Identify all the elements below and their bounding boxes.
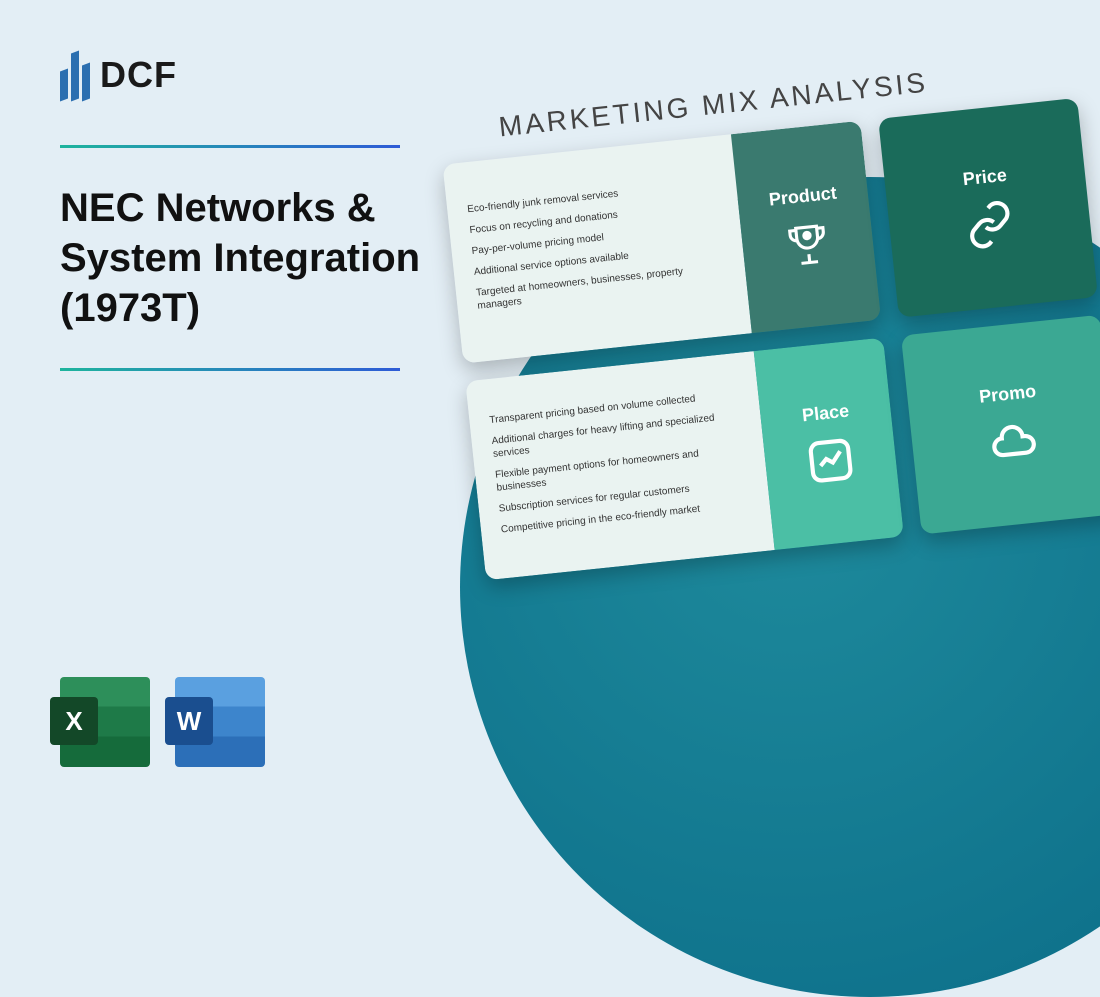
- cloud-icon: [985, 414, 1040, 469]
- left-panel: DCF NEC Networks & System Integration (1…: [60, 50, 460, 406]
- card-promotion: Promo: [901, 315, 1100, 535]
- card-product: Eco-friendly junk removal services Focus…: [443, 121, 882, 364]
- word-badge: W: [165, 697, 213, 745]
- card-place-side: Place: [754, 338, 904, 550]
- logo-text: DCF: [100, 54, 177, 96]
- word-icon: W: [175, 677, 265, 767]
- card-product-side: Product: [731, 121, 881, 333]
- file-icons-row: X W: [60, 677, 265, 767]
- link-icon: [962, 197, 1017, 252]
- excel-badge: X: [50, 697, 98, 745]
- divider-bottom: [60, 368, 400, 371]
- logo-row: DCF: [60, 50, 460, 100]
- product-label: Product: [768, 182, 838, 210]
- place-label: Place: [801, 400, 850, 426]
- cards-grid: Eco-friendly junk removal services Focus…: [443, 91, 1100, 580]
- trophy-icon: [780, 216, 835, 271]
- card-place-content: Transparent pricing based on volume coll…: [465, 351, 774, 580]
- page-title: NEC Networks & System Integration (1973T…: [60, 183, 460, 333]
- card-product-content: Eco-friendly junk removal services Focus…: [443, 134, 752, 363]
- logo-bars-icon: [60, 50, 90, 100]
- price-label: Price: [962, 164, 1008, 189]
- chart-icon: [803, 433, 858, 488]
- divider-top: [60, 145, 400, 148]
- excel-icon: X: [60, 677, 150, 767]
- card-price: Price: [878, 98, 1098, 318]
- promotion-label: Promo: [978, 380, 1037, 407]
- infographic-container: MARKETING MIX ANALYSIS Eco-friendly junk…: [438, 45, 1100, 581]
